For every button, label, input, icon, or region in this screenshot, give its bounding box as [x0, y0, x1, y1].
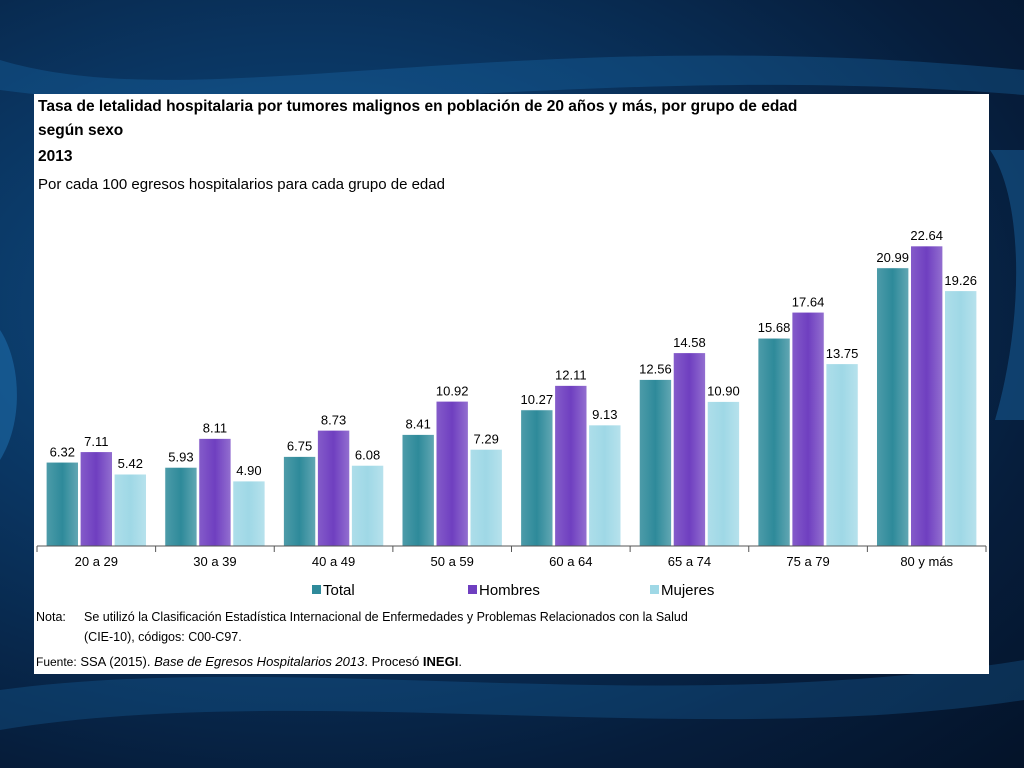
- bar-hombres-4: [435, 401, 469, 547]
- chart-slide: Tasa de letalidad hospitalaria por tumor…: [34, 94, 989, 674]
- x-tick-label-3: 40 a 49: [312, 554, 355, 569]
- data-label-total-8: 20.99: [876, 250, 909, 265]
- bar-hombres-7: [791, 311, 825, 547]
- x-tick-label-5: 60 a 64: [549, 554, 592, 569]
- data-label-mujeres-2: 4.90: [236, 463, 261, 478]
- source-end: .: [458, 654, 462, 669]
- bar-hombres-1: [80, 451, 113, 547]
- data-label-hombres-5: 12.11: [555, 368, 587, 383]
- data-label-hombres-3: 8.73: [321, 412, 346, 427]
- chart-title-line-1: Tasa de letalidad hospitalaria por tumor…: [38, 98, 798, 115]
- data-label-mujeres-8: 19.26: [944, 273, 977, 288]
- bar-mujeres-1: [114, 473, 147, 547]
- legend-label-mujeres: Mujeres: [661, 582, 715, 599]
- data-label-mujeres-3: 6.08: [355, 447, 380, 462]
- data-label-total-5: 10.27: [521, 392, 554, 407]
- chart-year: 2013: [38, 148, 73, 165]
- x-tick-label-1: 20 a 29: [75, 554, 118, 569]
- bar-mujeres-2: [232, 480, 266, 547]
- data-label-hombres-4: 10.92: [436, 383, 469, 398]
- data-label-mujeres-4: 7.29: [474, 431, 499, 446]
- source-label: Fuente:: [36, 655, 77, 669]
- bar-mujeres-7: [825, 363, 859, 547]
- chart-legend: Total Hombres Mujeres: [34, 582, 989, 602]
- source-line: Fuente: SSA (2015). Base de Egresos Hosp…: [36, 654, 462, 669]
- source-title: Base de Egresos Hospitalarios 2013: [154, 654, 365, 669]
- source-org: INEGI: [422, 654, 459, 669]
- source-prefix: SSA (2015).: [80, 654, 151, 669]
- bar-hombres-8: [910, 245, 943, 547]
- legend-label-total: Total: [323, 582, 355, 599]
- data-label-hombres-2: 8.11: [203, 421, 227, 436]
- data-label-hombres-8: 22.64: [910, 228, 943, 243]
- legend-swatch-mujeres: [650, 585, 659, 594]
- chart-subtitle: Por cada 100 egresos hospitalarios para …: [38, 176, 445, 193]
- note-label: Nota:: [36, 610, 66, 624]
- bar-hombres-2: [198, 438, 232, 547]
- bar-mujeres-6: [707, 401, 740, 547]
- bar-chart: 6.32 7.11 5.42 20 a 29 5.93 8.11 4.90 30 a 39 6.…: [36, 228, 987, 569]
- bar-total-2: [164, 467, 198, 547]
- legend-item-total: Total: [312, 582, 355, 599]
- note-line-2: (CIE-10), códigos: C00-C97.: [84, 630, 242, 644]
- bar-total-4: [401, 434, 435, 547]
- bar-total-1: [46, 461, 79, 547]
- data-label-hombres-1: 7.11: [84, 434, 108, 449]
- data-label-mujeres-5: 9.13: [592, 407, 617, 422]
- data-label-mujeres-7: 13.75: [826, 346, 859, 361]
- bar-mujeres-3: [351, 465, 384, 547]
- data-label-total-4: 8.41: [406, 417, 431, 432]
- legend-swatch-total: [312, 585, 321, 594]
- data-label-hombres-6: 14.58: [673, 335, 706, 350]
- bar-total-5: [520, 409, 554, 547]
- data-label-mujeres-6: 10.90: [707, 384, 740, 399]
- legend-item-hombres: Hombres: [468, 582, 540, 599]
- data-label-total-2: 5.93: [168, 449, 193, 464]
- source-suffix: . Procesó: [364, 654, 420, 669]
- data-label-total-7: 15.68: [758, 320, 791, 335]
- data-label-hombres-7: 17.64: [792, 294, 825, 309]
- bar-total-6: [639, 379, 672, 547]
- legend-item-mujeres: Mujeres: [650, 582, 714, 599]
- legend-swatch-hombres: [468, 585, 477, 594]
- chart-title-line-2: según sexo: [38, 122, 124, 139]
- x-tick-label-8: 80 y más: [900, 554, 953, 569]
- bar-mujeres-4: [469, 449, 503, 547]
- bar-mujeres-5: [588, 424, 622, 547]
- data-label-total-3: 6.75: [287, 439, 312, 454]
- bar-hombres-5: [554, 385, 588, 547]
- legend-label-hombres: Hombres: [479, 582, 540, 599]
- bar-total-7: [757, 337, 791, 547]
- x-tick-label-6: 65 a 74: [668, 554, 711, 569]
- bar-total-8: [876, 267, 909, 547]
- x-tick-label-4: 50 a 59: [431, 554, 474, 569]
- bar-hombres-6: [673, 352, 706, 547]
- x-tick-label-7: 75 a 79: [786, 554, 829, 569]
- note-line-1: Se utilizó la Clasificación Estadística …: [84, 610, 688, 624]
- bar-hombres-3: [317, 430, 350, 547]
- data-label-total-1: 6.32: [50, 444, 75, 459]
- x-tick-label-2: 30 a 39: [193, 554, 236, 569]
- data-label-total-6: 12.56: [639, 362, 672, 377]
- bar-total-3: [283, 456, 316, 547]
- data-label-mujeres-1: 5.42: [118, 456, 143, 471]
- bar-mujeres-8: [944, 290, 977, 547]
